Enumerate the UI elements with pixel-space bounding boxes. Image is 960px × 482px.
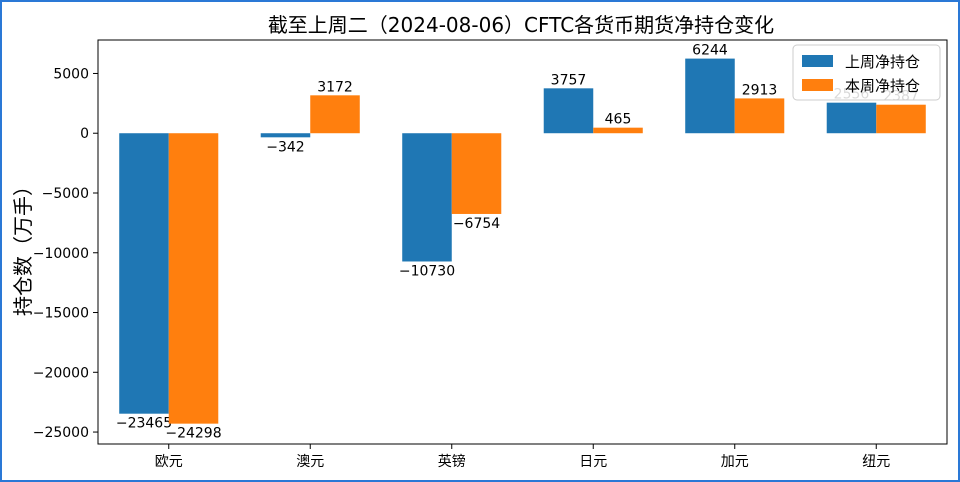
x-tick-label: 澳元 [296, 454, 324, 470]
bars: −23465−24298 −342 3172 −10730 −6754 3757 465 62… [116, 43, 926, 442]
y-tick-label: 0 [80, 126, 89, 142]
y-tick-label: −15000 [33, 306, 89, 322]
bar [876, 104, 926, 134]
legend-swatch [802, 55, 833, 67]
x-axis: 欧元 澳元 英镑 日元 加元 纽元 [155, 444, 890, 470]
legend-label: 本周净持仓 [845, 77, 920, 95]
legend-swatch [802, 79, 833, 91]
data-label: −23465 [116, 416, 172, 432]
data-label: −342 [266, 139, 304, 155]
bar [593, 127, 643, 134]
y-tick-label: −25000 [33, 425, 89, 441]
legend-label: 上周净持仓 [845, 53, 920, 71]
bar [543, 88, 594, 134]
bar [734, 98, 785, 134]
y-tick-label: −5000 [42, 186, 89, 202]
bar [685, 58, 735, 134]
y-axis-label: 持仓数（万手） [11, 176, 35, 316]
y-tick-label: −10000 [33, 246, 89, 262]
data-label: 6244 [692, 43, 728, 59]
x-tick-label: 日元 [579, 454, 607, 470]
data-label: 2913 [742, 82, 778, 98]
data-label: 3172 [317, 79, 353, 95]
bar [402, 133, 452, 262]
data-label: −6754 [453, 216, 500, 232]
bar [826, 102, 877, 134]
y-axis: −25000 −20000 −15000 −10000 −5000 0 5000 [33, 66, 98, 441]
x-tick-label: 英镑 [438, 453, 466, 470]
y-tick-label: 5000 [53, 66, 89, 82]
y-tick-label: −20000 [33, 365, 89, 381]
x-tick-label: 加元 [721, 454, 749, 470]
bar [451, 133, 502, 214]
x-tick-label: 欧元 [155, 454, 183, 470]
chart-title: 截至上周二（2024-08-06）CFTC各货币期货净持仓变化 [268, 13, 774, 37]
bar [260, 133, 311, 138]
x-tick-label: 纽元 [862, 454, 890, 470]
plot-area [97, 39, 948, 445]
bar [168, 133, 219, 424]
data-label: −24298 [165, 426, 221, 442]
data-label: −10730 [399, 263, 455, 279]
bar [119, 133, 169, 414]
data-label: 3757 [551, 72, 587, 88]
data-label: 465 [605, 112, 632, 128]
bar [310, 95, 360, 134]
